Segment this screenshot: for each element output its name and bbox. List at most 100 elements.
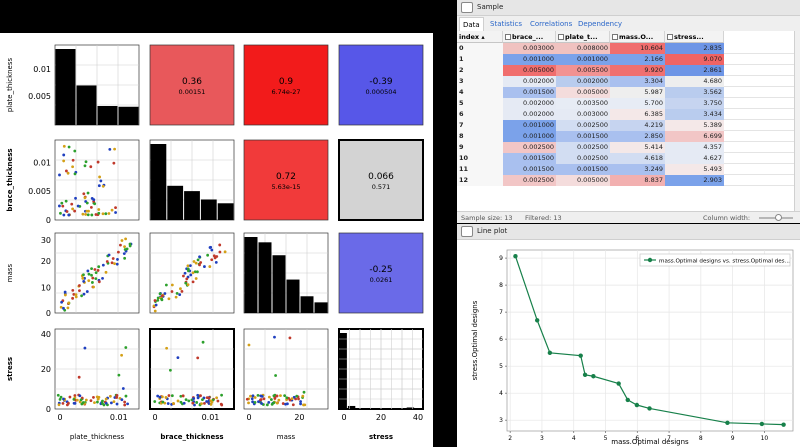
table-cell-plate[interactable]: 0.002000 — [556, 76, 610, 87]
table-row[interactable]: 12 0.002500 0.005000 8.837 2.903 — [457, 175, 794, 186]
data-point[interactable] — [781, 422, 786, 427]
table-cell-stress[interactable]: 4.357 — [665, 142, 724, 153]
table-cell-brace[interactable]: 0.002000 — [503, 76, 556, 87]
table-row[interactable]: 7 0.001000 0.002500 4.219 5.389 — [457, 120, 794, 131]
table-cell-plate[interactable]: 0.002500 — [556, 153, 610, 164]
data-point[interactable] — [616, 381, 621, 386]
table-cell-plate[interactable]: 0.008000 — [556, 43, 610, 54]
data-point[interactable] — [534, 318, 540, 323]
correlation-cell[interactable] — [243, 139, 329, 221]
table-cell-stress[interactable]: 9.070 — [665, 54, 724, 65]
table-cell-plate[interactable]: 0.005000 — [556, 175, 610, 186]
table-cell-stress[interactable]: 4.627 — [665, 153, 724, 164]
table-cell-mass[interactable]: 10.604 — [610, 43, 665, 54]
column-width-slider-handle[interactable] — [775, 214, 782, 221]
panel-link-icon[interactable] — [461, 2, 473, 13]
table-cell-stress[interactable]: 4.680 — [665, 76, 724, 87]
correlation-cell[interactable] — [338, 232, 424, 314]
table-cell-stress[interactable]: 2.835 — [665, 43, 724, 54]
table-row[interactable]: 6 0.002000 0.003000 6.385 3.434 — [457, 109, 794, 120]
table-cell-mass[interactable]: 5.987 — [610, 87, 665, 98]
table-row[interactable]: 4 0.001500 0.005000 5.987 3.562 — [457, 87, 794, 98]
table-cell-brace[interactable]: 0.001000 — [503, 120, 556, 131]
table-cell-plate[interactable]: 0.002500 — [556, 142, 610, 153]
checkbox-icon[interactable] — [667, 34, 673, 40]
tab-data[interactable]: Data — [459, 17, 484, 31]
table-row[interactable]: 5 0.002000 0.003500 5.700 3.750 — [457, 98, 794, 109]
correlation-cell[interactable] — [149, 44, 235, 126]
table-cell-plate[interactable]: 0.005500 — [556, 65, 610, 76]
tab-dependency[interactable]: Dependency — [578, 20, 623, 28]
table-cell-plate[interactable]: 0.003000 — [556, 109, 610, 120]
correlation-cell[interactable] — [338, 44, 424, 126]
column-header-index[interactable]: index ▴ — [457, 31, 503, 43]
table-cell-brace[interactable]: 0.002000 — [503, 98, 556, 109]
table-cell-mass[interactable]: 2.166 — [610, 54, 665, 65]
checkbox-icon[interactable] — [612, 34, 618, 40]
tab-statistics[interactable]: Statistics — [490, 20, 522, 28]
table-cell-plate[interactable]: 0.005000 — [556, 87, 610, 98]
column-header-stress[interactable]: stress... — [665, 31, 724, 43]
table-cell-mass[interactable]: 6.385 — [610, 109, 665, 120]
table-cell-mass[interactable]: 5.700 — [610, 98, 665, 109]
table-cell-stress[interactable]: 3.750 — [665, 98, 724, 109]
data-point[interactable] — [513, 254, 518, 259]
table-cell-mass[interactable]: 4.618 — [610, 153, 665, 164]
correlation-cell[interactable] — [243, 44, 329, 126]
table-cell-mass[interactable]: 3.304 — [610, 76, 665, 87]
table-cell-brace[interactable]: 0.001500 — [503, 164, 556, 175]
table-row[interactable]: 3 0.002000 0.002000 3.304 4.680 — [457, 76, 794, 87]
table-cell-brace[interactable]: 0.002500 — [503, 175, 556, 186]
table-cell-brace[interactable]: 0.001500 — [503, 87, 556, 98]
data-point[interactable] — [634, 402, 640, 408]
table-cell-stress[interactable]: 6.699 — [665, 131, 724, 142]
table-cell-stress[interactable]: 5.389 — [665, 120, 724, 131]
table-row[interactable]: 2 0.005000 0.005500 9.920 2.861 — [457, 65, 794, 76]
table-cell-mass[interactable]: 8.837 — [610, 175, 665, 186]
table-cell-mass[interactable]: 4.219 — [610, 120, 665, 131]
data-point[interactable] — [647, 406, 652, 411]
data-point[interactable] — [578, 353, 583, 358]
table-row[interactable]: 9 0.002500 0.002500 5.414 4.357 — [457, 142, 794, 153]
table-row[interactable]: 1 0.001000 0.001000 2.166 9.070 — [457, 54, 794, 65]
table-cell-mass[interactable]: 3.249 — [610, 164, 665, 175]
column-header-brace[interactable]: brace_... — [503, 31, 556, 43]
table-cell-stress[interactable]: 3.434 — [665, 109, 724, 120]
table-cell-stress[interactable]: 2.861 — [665, 65, 724, 76]
data-point[interactable] — [725, 420, 730, 426]
column-header-mass[interactable]: mass.O... — [610, 31, 665, 43]
table-cell-mass[interactable]: 5.414 — [610, 142, 665, 153]
table-cell-stress[interactable]: 5.493 — [665, 164, 724, 175]
table-row[interactable]: 10 0.001500 0.002500 4.618 4.627 — [457, 153, 794, 164]
table-row[interactable]: 0 0.003000 0.008000 10.604 2.835 — [457, 43, 794, 54]
table-cell-brace[interactable]: 0.005000 — [503, 65, 556, 76]
table-vertical-scrollbar[interactable] — [794, 31, 800, 211]
data-point[interactable] — [547, 350, 553, 356]
table-row[interactable]: 11 0.001500 0.001500 3.249 5.493 — [457, 164, 794, 175]
data-table[interactable]: index ▴ brace_... plate_t... mass.O... s… — [457, 31, 794, 211]
table-cell-plate[interactable]: 0.001500 — [556, 131, 610, 142]
data-point[interactable] — [625, 397, 630, 403]
column-header-plate[interactable]: plate_t... — [556, 31, 610, 43]
table-cell-plate[interactable]: 0.002500 — [556, 120, 610, 131]
tab-correlations[interactable]: Correlations — [530, 20, 573, 28]
table-cell-stress[interactable]: 3.562 — [665, 87, 724, 98]
data-point[interactable] — [759, 421, 765, 427]
data-point[interactable] — [582, 372, 588, 378]
table-row[interactable]: 8 0.001000 0.001500 2.850 6.699 — [457, 131, 794, 142]
line-plot-chart[interactable]: 2 3 4 5 6 7 8 9 10 3 4 5 6 7 8 9 mass.Optimal designs vs… — [457, 240, 800, 447]
table-cell-plate[interactable]: 0.001500 — [556, 164, 610, 175]
table-cell-brace[interactable]: 0.003000 — [503, 43, 556, 54]
checkbox-icon[interactable] — [558, 34, 564, 40]
data-point[interactable] — [591, 374, 596, 379]
correlation-cell[interactable] — [338, 139, 424, 221]
table-cell-brace[interactable]: 0.001500 — [503, 153, 556, 164]
table-cell-stress[interactable]: 2.903 — [665, 175, 724, 186]
table-cell-brace[interactable]: 0.001000 — [503, 131, 556, 142]
table-cell-brace[interactable]: 0.002000 — [503, 109, 556, 120]
scatter-matrix-plot[interactable]: 0.360.00151 0.96.74e-27 -0.390.000504 0.725… — [0, 33, 433, 447]
panel-link-icon[interactable] — [461, 226, 473, 237]
checkbox-icon[interactable] — [505, 34, 511, 40]
table-cell-mass[interactable]: 2.850 — [610, 131, 665, 142]
table-cell-mass[interactable]: 9.920 — [610, 65, 665, 76]
